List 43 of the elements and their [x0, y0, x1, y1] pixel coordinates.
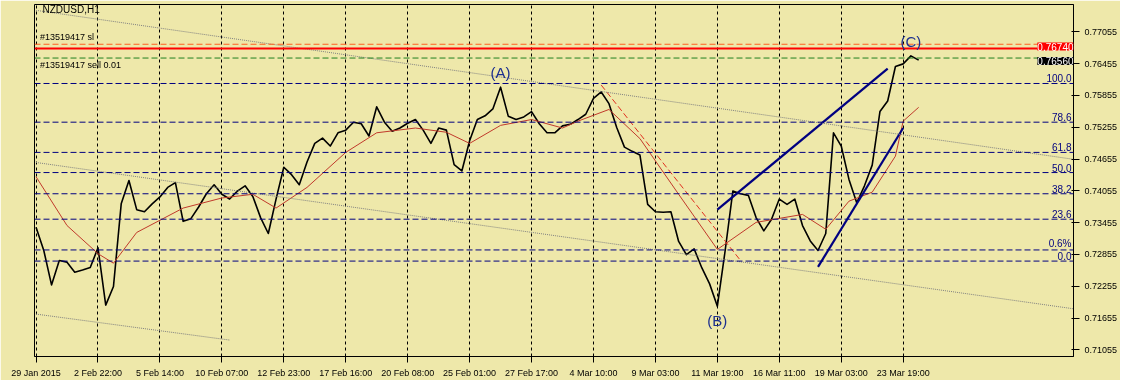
annotation: 61.8	[1052, 142, 1072, 154]
annotation: 78.6	[1052, 112, 1072, 124]
ref-line-label: #13519417 sell 0.01	[39, 60, 121, 71]
annotation: 50.0	[1052, 162, 1072, 174]
annotation: 23.6	[1052, 209, 1072, 221]
annotation: 0.0	[1057, 251, 1072, 263]
y-tick-label: 0.77055	[1084, 26, 1118, 37]
y-tick-label: 0.71655	[1084, 313, 1118, 324]
y-tick-label: 0.72255	[1084, 281, 1118, 292]
x-tick-label: 12 Feb 23:00	[257, 367, 311, 378]
y-tick-label: 0.74055	[1084, 185, 1118, 196]
y-tick-label: 0.75855	[1084, 90, 1118, 101]
x-tick-label: 16 Mar 11:00	[753, 367, 806, 378]
x-tick-label: 20 Feb 08:00	[381, 367, 435, 378]
ref-line-label: #13519417 sl	[39, 32, 94, 43]
x-tick-label: 29 Jan 2015	[11, 367, 61, 378]
y-tick-label: 0.75255	[1084, 122, 1118, 133]
y-tick-label: 0.74655	[1084, 154, 1118, 165]
x-tick-label: 11 Mar 19:00	[691, 367, 744, 378]
annotation: (A)	[490, 64, 511, 82]
x-tick-label: 19 Mar 03:00	[814, 367, 868, 378]
y-tick-label: 0.72855	[1084, 249, 1118, 260]
ref-line-label: 0.76740	[1037, 41, 1074, 53]
chart-title: NZDUSD,H1	[42, 3, 101, 15]
y-tick-label: 0.71055	[1084, 344, 1118, 355]
x-tick-label: 23 Mar 19:00	[876, 367, 930, 378]
annotation: 38.2	[1052, 183, 1072, 195]
x-tick-label: 17 Feb 16:00	[319, 367, 373, 378]
annotation: 0.76560	[1037, 56, 1074, 68]
x-tick-label: 9 Mar 03:00	[631, 367, 680, 378]
x-tick-label: 25 Feb 01:00	[443, 367, 497, 378]
annotation: (C)	[900, 32, 922, 50]
x-tick-label: 4 Mar 10:00	[569, 367, 618, 378]
annotation: 100.0	[1046, 73, 1072, 85]
annotation: (B)	[707, 312, 728, 330]
x-tick-label: 2 Feb 22:00	[73, 367, 123, 378]
x-tick-label: 5 Feb 14:00	[135, 367, 184, 378]
y-tick-label: 0.76455	[1084, 58, 1118, 69]
y-tick-label: 0.73455	[1084, 217, 1118, 228]
line-series	[35, 106, 920, 264]
x-tick-label: 10 Feb 07:00	[195, 367, 249, 378]
x-tick-label: 27 Feb 17:00	[505, 367, 559, 378]
annotation: 0.6%	[1048, 237, 1072, 249]
